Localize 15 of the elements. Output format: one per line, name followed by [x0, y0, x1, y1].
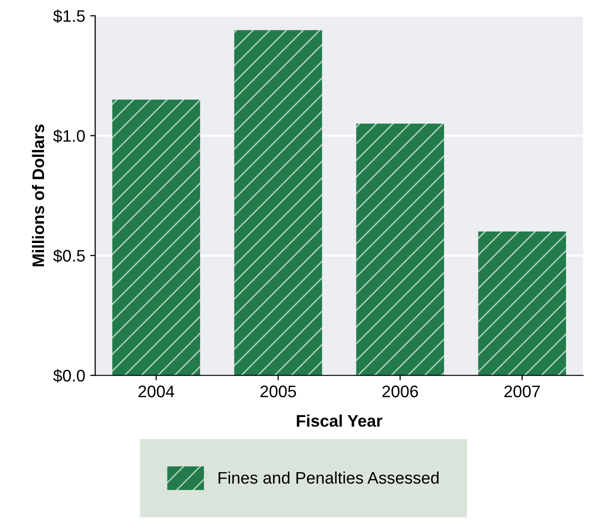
x-tick-label: 2006 — [382, 386, 418, 398]
x-tick-label: 2005 — [260, 386, 296, 398]
y-tick-label: $0.0 — [53, 369, 85, 383]
bar — [112, 100, 200, 376]
legend-label: Fines and Penalties Assessed — [218, 472, 439, 484]
bar — [234, 30, 322, 376]
bar — [478, 232, 566, 376]
bar — [356, 124, 444, 376]
y-tick-label: $1.0 — [53, 129, 85, 143]
x-axis-title: Fiscal Year — [296, 414, 382, 427]
x-tick-label: 2004 — [138, 386, 174, 398]
x-tick-label: 2007 — [504, 386, 540, 398]
y-tick-label: $0.5 — [53, 249, 85, 263]
y-tick-label: $1.5 — [53, 9, 85, 23]
y-axis-title: Millions of Dollars — [32, 124, 44, 266]
